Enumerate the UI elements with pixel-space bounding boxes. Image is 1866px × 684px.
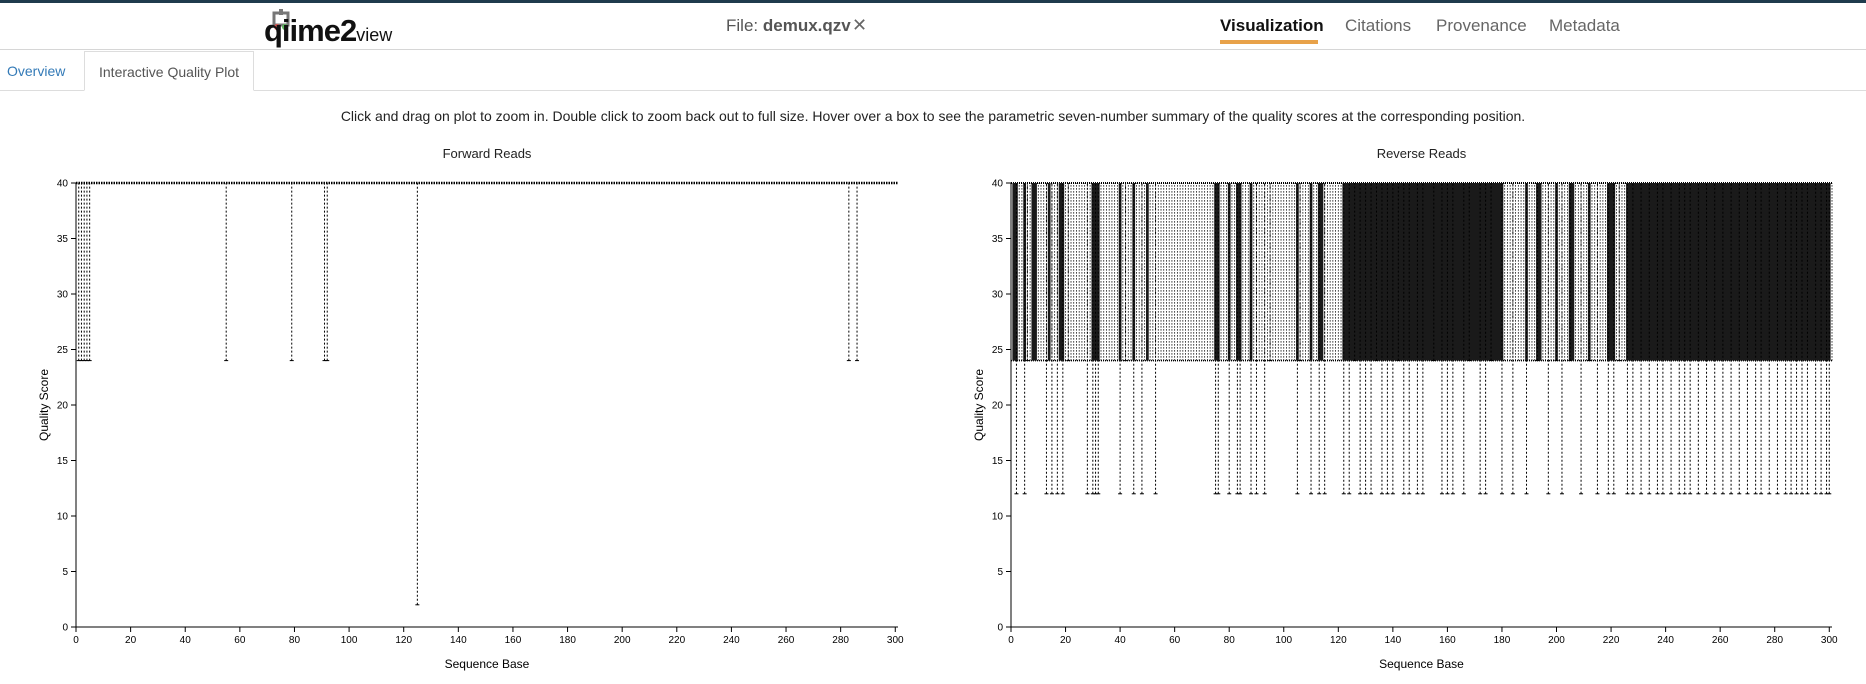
- reverse-x-tick-label: 100: [1275, 635, 1292, 646]
- forward-x-tick-label: 140: [450, 635, 467, 646]
- forward-chart-title: Forward Reads: [443, 146, 532, 161]
- file-indicator: File: demux.qzv: [726, 16, 851, 36]
- tab-bar: Overview Interactive Quality Plot: [0, 51, 1866, 91]
- reverse-y-tick-label: 15: [992, 456, 1004, 467]
- reverse-x-axis-label: Sequence Base: [1379, 657, 1464, 671]
- tab-overview[interactable]: Overview: [7, 63, 66, 79]
- logo-wordmark: qiime2view: [264, 13, 393, 48]
- reverse-solid-box: [1568, 183, 1575, 361]
- forward-x-tick-label: 120: [395, 635, 412, 646]
- nav-provenance[interactable]: Provenance: [1436, 16, 1527, 35]
- logo-mark-icon: [272, 9, 290, 30]
- forward-x-axis-label: Sequence Base: [445, 657, 530, 671]
- forward-y-tick-label: 10: [57, 512, 69, 523]
- forward-x-tick-label: 80: [289, 635, 301, 646]
- forward-x-tick-label: 200: [614, 635, 631, 646]
- reverse-solid-box: [1146, 183, 1149, 361]
- reverse-y-tick-label: 40: [992, 179, 1004, 190]
- reverse-solid-box: [1214, 183, 1220, 361]
- reverse-x-tick-label: 140: [1385, 635, 1402, 646]
- reverse-y-tick-label: 30: [992, 290, 1004, 301]
- reverse-x-tick-label: 180: [1494, 635, 1511, 646]
- reverse-chart-title: Reverse Reads: [1377, 146, 1467, 161]
- reverse-y-tick-label: 0: [997, 623, 1003, 634]
- forward-y-axis-label: Quality Score: [37, 369, 51, 441]
- reverse-x-tick-label: 300: [1821, 635, 1838, 646]
- reverse-solid-box: [1317, 183, 1324, 361]
- forward-x-tick-label: 160: [505, 635, 522, 646]
- reverse-solid-box: [1058, 183, 1065, 361]
- reverse-reads-plot[interactable]: Reverse Reads 0 5 10 15 20 25 30 35 40 0 20 40 60 80 10…: [972, 146, 1838, 671]
- forward-y-tick-label: 40: [57, 179, 69, 190]
- reverse-solid-box: [1047, 183, 1051, 361]
- nav-citations[interactable]: Citations: [1345, 16, 1412, 35]
- forward-y-tick-label: 25: [57, 345, 69, 356]
- reverse-x-tick-label: 280: [1766, 635, 1783, 646]
- forward-y-tick-label: 15: [57, 456, 69, 467]
- forward-reads-plot[interactable]: Forward Reads 0 5 10 15 20 25 30 35 40 0 20 40 60 80 10…: [37, 146, 904, 671]
- nav-visualization[interactable]: Visualization: [1220, 16, 1324, 35]
- file-name: demux.qzv: [762, 16, 851, 35]
- reverse-x-tick-label: 60: [1169, 635, 1181, 646]
- reverse-y-tick-label: 35: [992, 234, 1004, 245]
- reverse-solid-box: [1031, 183, 1037, 361]
- qiime2-view-logo[interactable]: qiime2view: [262, 7, 392, 49]
- forward-y-tick-label: 30: [57, 290, 69, 301]
- forward-x-tick-label: 180: [559, 635, 576, 646]
- reverse-x-tick-label: 200: [1548, 635, 1565, 646]
- reverse-y-axis-label: Quality Score: [972, 369, 986, 441]
- forward-x-tick-label: 240: [723, 635, 740, 646]
- forward-x-tick-label: 0: [73, 635, 79, 646]
- reverse-x-tick-label: 220: [1603, 635, 1620, 646]
- reverse-x-tick-label: 120: [1330, 635, 1347, 646]
- tab-interactive-quality-plot[interactable]: Interactive Quality Plot: [84, 51, 255, 91]
- forward-x-tick-label: 40: [180, 635, 192, 646]
- nav-active-underline: [1220, 40, 1318, 44]
- nav-metadata[interactable]: Metadata: [1549, 16, 1620, 35]
- reverse-y-tick-label: 20: [992, 401, 1004, 412]
- reverse-x-tick-label: 260: [1712, 635, 1729, 646]
- close-file-icon[interactable]: ✕: [852, 15, 868, 35]
- forward-x-tick-label: 260: [778, 635, 795, 646]
- forward-y-tick-label: 0: [62, 623, 68, 634]
- plot-instructions: Click and drag on plot to zoom in. Doubl…: [340, 108, 1526, 124]
- forward-y-tick-label: 35: [57, 234, 69, 245]
- reverse-x-tick-label: 80: [1224, 635, 1236, 646]
- forward-x-tick-label: 300: [887, 635, 904, 646]
- forward-x-tick-label: 280: [832, 635, 849, 646]
- reverse-x-tick-label: 20: [1060, 635, 1072, 646]
- reverse-solid-box: [1236, 183, 1242, 361]
- reverse-x-tick-label: 160: [1439, 635, 1456, 646]
- reverse-solid-box: [1536, 183, 1542, 361]
- reverse-y-tick-label: 10: [992, 512, 1004, 523]
- reverse-solid-box: [1606, 183, 1616, 361]
- top-navbar: qiime2view File: demux.qzv ✕ Visualizati…: [0, 0, 1866, 50]
- forward-x-tick-label: 20: [125, 635, 137, 646]
- file-label: File:: [726, 16, 759, 35]
- reverse-y-tick-label: 25: [992, 345, 1004, 356]
- forward-y-tick-label: 5: [62, 567, 68, 578]
- reverse-solid-box: [1626, 183, 1831, 361]
- forward-x-tick-label: 100: [341, 635, 358, 646]
- reverse-y-tick-label: 5: [997, 567, 1003, 578]
- reverse-solid-box: [1012, 183, 1018, 361]
- forward-x-tick-label: 220: [668, 635, 685, 646]
- forward-x-tick-label: 60: [234, 635, 246, 646]
- reverse-x-tick-label: 40: [1115, 635, 1127, 646]
- forward-y-tick-label: 20: [57, 401, 69, 412]
- reverse-x-tick-label: 240: [1657, 635, 1674, 646]
- reverse-x-tick-label: 0: [1008, 635, 1014, 646]
